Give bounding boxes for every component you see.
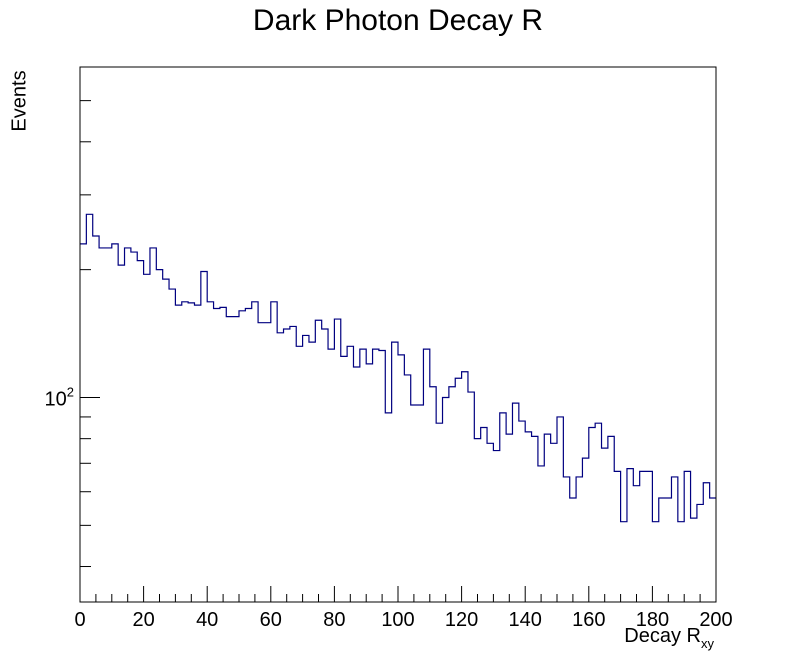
x-tick-label: 0 — [74, 609, 85, 631]
x-tick-label: 20 — [132, 609, 154, 631]
x-tick-label: 40 — [196, 609, 218, 631]
plot-frame — [79, 66, 717, 603]
x-tick-label: 180 — [636, 609, 669, 631]
x-axis-label: Decay Rxy — [624, 625, 714, 651]
x-tick-label: 160 — [572, 609, 605, 631]
x-tick-label: 200 — [699, 609, 732, 631]
x-tick-label: 120 — [445, 609, 478, 631]
x-tick-label: 80 — [323, 609, 345, 631]
x-tick-label: 60 — [260, 609, 282, 631]
y-tick-label: 102 — [45, 385, 74, 411]
tick-labels: 0 20 40 60 80 100 120 140 160 180 200 102 — [45, 385, 733, 631]
x-axis-label-main: Decay R — [624, 625, 701, 647]
x-axis-label-subscript: xy — [701, 636, 714, 651]
x-tick-label: 140 — [509, 609, 542, 631]
histogram-line — [80, 213, 716, 523]
x-tick-label: 100 — [381, 609, 414, 631]
chart-title: Dark Photon Decay R — [252, 4, 544, 37]
